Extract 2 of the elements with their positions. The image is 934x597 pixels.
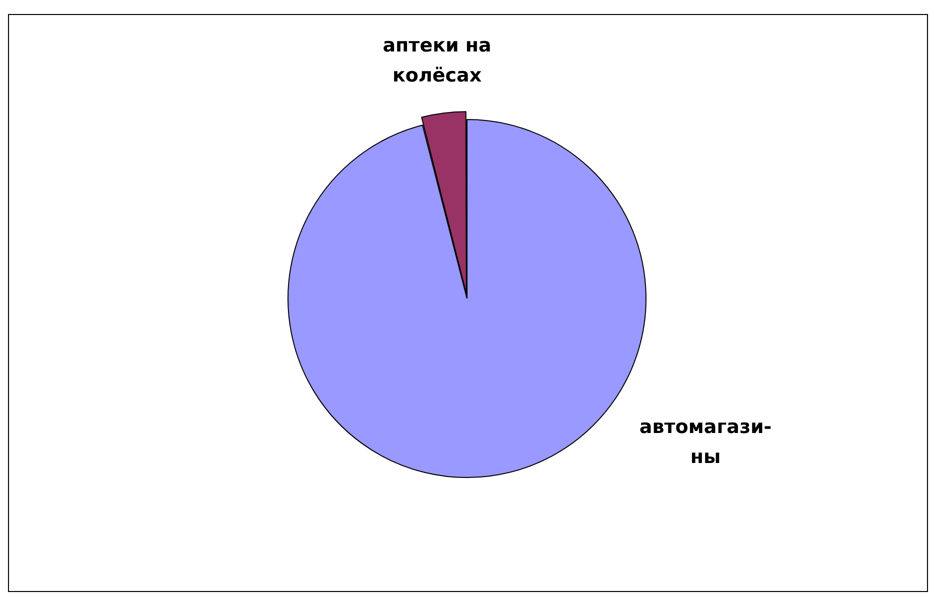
slice-label: автомагази-ны <box>639 416 772 468</box>
slice-label: аптеки на колёсах <box>382 34 492 86</box>
